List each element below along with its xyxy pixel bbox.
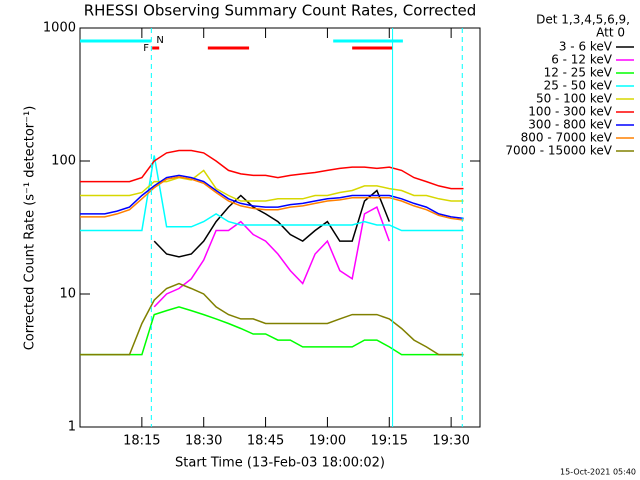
y-axis-label: Corrected Count Rate (s⁻¹ detector⁻¹) <box>23 106 38 351</box>
plot-frame <box>79 27 481 428</box>
x-tick-label: 18:15 <box>123 434 160 449</box>
series-line <box>80 149 464 190</box>
series-line <box>80 155 464 232</box>
legend-label: 7000 - 15000 keV <box>505 144 612 158</box>
chart-title: RHESSI Observing Summary Count Rates, Co… <box>84 2 477 20</box>
series-line <box>80 169 464 202</box>
x-tick-label: 19:00 <box>309 434 346 449</box>
y-tick-label: 1 <box>68 420 76 435</box>
legend-header: Det 1,3,4,5,6,9, <box>536 13 630 27</box>
legend-label: 12 - 25 keV <box>544 66 613 80</box>
y-tick-label: 10 <box>59 287 76 302</box>
legend-label: 300 - 800 keV <box>528 118 612 132</box>
x-tick-label: 18:30 <box>185 434 222 449</box>
series-line <box>80 306 464 356</box>
legend-label: 800 - 7000 keV <box>521 131 613 145</box>
flag-label: F <box>143 43 149 54</box>
flag-label: N <box>156 35 163 46</box>
legend-label: 6 - 12 keV <box>551 53 613 67</box>
legend-label: 25 - 50 keV <box>544 79 613 93</box>
legend-header: Att 0 <box>596 26 625 40</box>
y-tick-label: 100 <box>51 154 76 169</box>
footer: 15-Oct-2021 05:40 <box>560 468 636 477</box>
legend-label: 50 - 100 keV <box>536 92 613 106</box>
legend-label: 100 - 300 keV <box>528 105 612 119</box>
series-line <box>80 174 464 220</box>
series-line <box>153 206 391 308</box>
x-tick-label: 18:45 <box>247 434 284 449</box>
series-line <box>153 189 390 258</box>
series-line <box>80 282 464 356</box>
series-line <box>80 176 464 221</box>
x-tick-label: 19:30 <box>432 434 469 449</box>
x-tick-label: 19:15 <box>371 434 408 449</box>
x-axis-label: Start Time (13-Feb-03 18:00:02) <box>175 456 385 471</box>
y-tick-label: 1000 <box>43 21 76 36</box>
legend-label: 3 - 6 keV <box>559 40 613 54</box>
